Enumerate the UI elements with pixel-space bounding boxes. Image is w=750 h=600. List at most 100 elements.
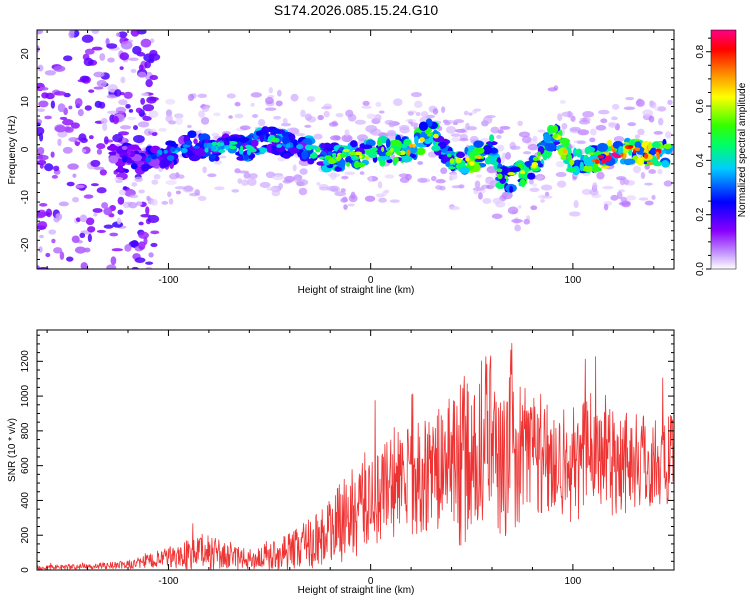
spectrogram-cell (147, 214, 160, 224)
spectrogram-cell (509, 166, 521, 173)
spectrogram-cell (589, 188, 599, 196)
spectrogram-cell (497, 173, 503, 180)
spectrogram-cell (138, 221, 144, 226)
spectrogram-cell (79, 214, 88, 223)
spectrogram-cell (608, 122, 617, 128)
spectrogram-cell (134, 257, 146, 263)
spectrogram-cell (369, 147, 379, 152)
colorbar-tick-label: 0.8 (695, 44, 706, 58)
spectrogram-cell (636, 157, 645, 166)
spectrogram-cell (183, 185, 193, 192)
spectrogram-cell (237, 178, 243, 184)
spectrogram-cell (218, 149, 226, 154)
spectrogram-cell (219, 142, 225, 147)
spectrogram-cell (426, 132, 432, 137)
spectrogram-cell (521, 135, 532, 144)
spectrogram-cell (53, 65, 66, 72)
spectrogram-cell (248, 148, 257, 153)
spectrogram-cell (37, 209, 47, 218)
spectrogram-cell (106, 264, 117, 269)
spectrogram-cell (473, 140, 484, 148)
spectrogram-cell (333, 135, 341, 140)
spectrogram-cell (219, 155, 227, 159)
spectrogram-cell (150, 230, 160, 235)
spectrogram-cell (651, 194, 656, 200)
spectrogram-cell (561, 111, 574, 118)
spectrogram-cell (360, 144, 373, 150)
spectrogram-cell (600, 118, 608, 124)
spectrogram-cell (98, 101, 106, 109)
spectrogram-cell (122, 155, 127, 163)
spectrogram-cell (108, 155, 119, 164)
spectrogram-cell (201, 106, 210, 112)
spectrogram-cell (118, 99, 128, 106)
spectrogram-cell (145, 261, 154, 265)
spectrogram-cell (409, 142, 413, 148)
spectrogram-cell (410, 91, 422, 98)
spectrogram-cell (507, 206, 519, 215)
spectrogram-cell (39, 163, 44, 169)
spectrogram-cell (117, 165, 124, 171)
spectrogram-cell (455, 164, 459, 169)
spectrogram-cell (257, 118, 266, 127)
colorbar: 0.0 0.2 0.4 0.6 0.8 Normalized spectral ampl… (695, 29, 748, 276)
spectrogram-cell (68, 137, 79, 142)
spectrogram-cell (88, 89, 95, 93)
spectrogram-cell (375, 101, 382, 108)
spectrogram-cell (124, 244, 132, 252)
spectrogram-cell (81, 34, 94, 43)
figure-title: S174.2026.085.15.24.G10 (274, 2, 438, 18)
spectrogram-cell (282, 117, 288, 125)
spectrogram-cell (581, 188, 592, 195)
spectrogram-cell (568, 211, 581, 217)
spectrogram-cell (128, 109, 134, 113)
spectrogram-cell (345, 162, 351, 167)
spectrogram-cell (458, 137, 469, 142)
spectrogram-cell (527, 172, 536, 180)
spectrogram-cell (561, 122, 568, 130)
spectrogram-cell (611, 103, 620, 110)
spectrogram-cell (248, 173, 258, 179)
spectrogram-cell (90, 159, 101, 167)
spectrogram-cell (507, 171, 516, 176)
spectrogram-cell (374, 114, 382, 122)
spectrogram-cell (203, 142, 207, 149)
spectrogram-cell (570, 115, 576, 122)
spectrogram-cell (120, 76, 126, 84)
spectrogram-cell (657, 168, 663, 175)
spectrogram-cell (276, 144, 282, 148)
spectrogram-cell (605, 155, 612, 161)
spectrogram-cell (117, 131, 130, 136)
spectrogram-cell (112, 115, 119, 125)
spectrogram-cell (419, 137, 425, 143)
spectrogram-y-tick-label: -10 (20, 190, 31, 205)
spectrogram-cell (514, 224, 522, 232)
spectrogram-cell (305, 144, 311, 150)
spectrogram-cell (531, 163, 537, 169)
spectrogram-cell (456, 151, 466, 159)
spectrogram-cell (93, 166, 105, 170)
spectrogram-cell (121, 137, 127, 143)
spectrogram-cell (328, 157, 335, 164)
spectrogram-cell (349, 140, 358, 148)
spectrogram-cell (468, 161, 475, 166)
spectrogram-y-tick-label: -20 (20, 237, 31, 252)
snr-y-tick-label: 1000 (20, 385, 31, 408)
spectrogram-cell (87, 226, 96, 233)
spectrogram-cell (129, 194, 139, 199)
spectrogram-cell (59, 116, 68, 120)
spectrogram-cell (111, 248, 124, 252)
spectrogram-cell (37, 30, 43, 35)
spectrogram-cell (299, 168, 308, 175)
spectrogram-cell (542, 152, 548, 161)
spectrogram-cell (166, 155, 175, 161)
spectrogram-cell (123, 186, 128, 190)
spectrogram-cell (543, 133, 552, 143)
spectrogram-cell (171, 143, 179, 148)
spectrogram-cell (44, 163, 54, 172)
spectrogram-cell (378, 148, 387, 158)
spectrogram-cell (39, 132, 44, 142)
spectrogram-cell (37, 146, 45, 155)
spectrogram-cell (174, 186, 187, 190)
spectrogram-cell (112, 133, 124, 143)
